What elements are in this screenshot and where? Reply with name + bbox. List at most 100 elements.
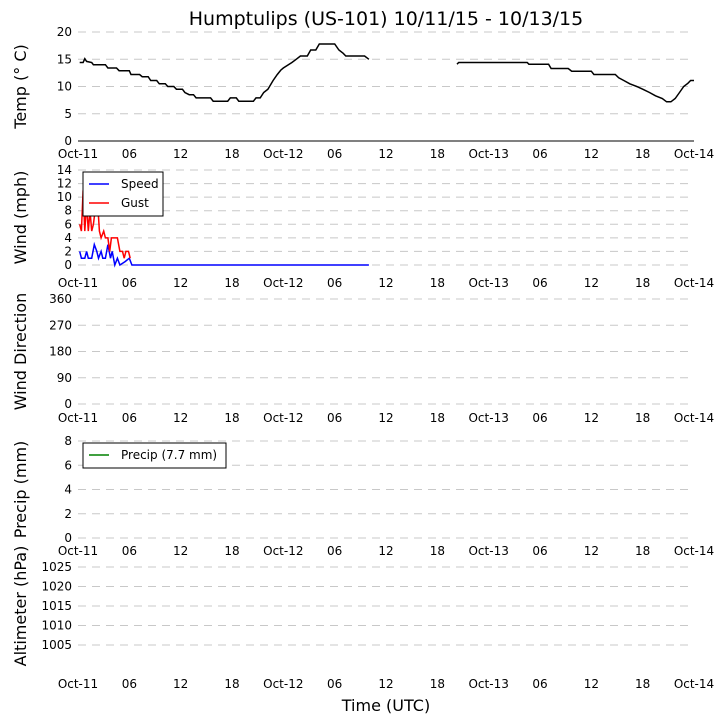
y-tick-label: 360 [49,292,72,306]
x-tick-label: 18 [635,677,650,691]
x-tick-label: 18 [430,147,445,161]
x-tick-label: 06 [122,276,137,290]
x-tick-label: 06 [122,677,137,691]
legend-box [82,171,164,217]
x-tick-label: 18 [635,411,650,425]
x-tick-label: Oct-11 [58,544,98,558]
x-tick-label: Oct-13 [468,544,508,558]
x-tick-label: 12 [173,677,188,691]
y-tick-label: 10 [57,190,72,204]
x-tick-label: 18 [224,411,239,425]
legend-label: Gust [121,196,149,210]
y-tick-label: 180 [49,345,72,359]
x-tick-label: 18 [224,147,239,161]
x-tick-label: 12 [173,147,188,161]
x-tick-label: 12 [584,276,599,290]
y-tick-label: 6 [64,217,72,231]
x-tick-label: 18 [224,544,239,558]
y-tick-label: 10 [57,80,72,94]
x-tick-label: 12 [378,276,393,290]
x-tick-label: 12 [378,544,393,558]
x-tick-label: Oct-14 [674,276,714,290]
x-tick-label: Oct-13 [468,276,508,290]
y-tick-label: 0 [64,134,72,148]
y-tick-label: 2 [64,507,72,521]
x-tick-label: 12 [584,677,599,691]
x-tick-label: 06 [327,276,342,290]
x-tick-label: 12 [173,411,188,425]
series-line-temp [456,61,694,103]
series-line-speed [78,241,369,268]
y-tick-label: 1005 [41,638,72,652]
x-tick-label: 06 [122,147,137,161]
x-tick-label: Oct-14 [674,677,714,691]
x-tick-label: 12 [584,544,599,558]
legend-label: Precip (7.7 mm) [121,448,217,462]
x-tick-label: 06 [532,276,547,290]
y-tick-label: 14 [57,163,72,177]
y-axis-label-precip: Precip (mm) [11,441,30,539]
panel-wind_dir: 0 90 180 270 360 Oct-11 06 12 18 Oct-12 06 12 18 Oct-… [11,292,714,425]
x-tick-label: 12 [584,147,599,161]
x-tick-label: Oct-11 [58,276,98,290]
x-tick-label: Oct-11 [58,411,98,425]
x-tick-label: 18 [430,411,445,425]
y-axis-label-temp: Temp (° C) [11,44,30,129]
y-tick-label: 0 [64,531,72,545]
y-tick-label: 0 [64,258,72,272]
y-tick-label: 8 [64,204,72,218]
x-tick-label: 18 [224,276,239,290]
x-tick-label: 06 [532,677,547,691]
x-tick-label: 12 [378,677,393,691]
x-tick-label: 18 [430,544,445,558]
y-tick-label: 20 [57,25,72,39]
x-tick-label: 06 [122,411,137,425]
x-tick-label: 12 [378,147,393,161]
y-tick-label: 4 [64,231,72,245]
x-tick-label: Oct-12 [263,411,303,425]
x-tick-label: 18 [430,276,445,290]
panel-altimeter: 1005 1010 1015 1020 1025 Oct-11 06 12 18 Oct-12 06… [11,546,714,691]
x-tick-label: Oct-12 [263,276,303,290]
y-tick-label: 2 [64,244,72,258]
x-tick-label: 06 [327,544,342,558]
x-tick-label: 12 [173,276,188,290]
series-line-temp [79,43,370,102]
legend-label: Speed [121,177,159,191]
x-tick-label: Oct-14 [674,544,714,558]
x-tick-label: Oct-13 [468,677,508,691]
x-tick-label: 18 [635,147,650,161]
y-tick-label: 8 [64,434,72,448]
x-tick-label: Oct-12 [263,147,303,161]
y-tick-label: 270 [49,318,72,332]
y-axis-label-altimeter: Altimeter (hPa) [11,546,30,667]
y-tick-label: 1015 [41,599,72,613]
y-tick-label: 0 [64,397,72,411]
x-tick-label: Oct-11 [58,147,98,161]
x-tick-label: 06 [532,147,547,161]
x-tick-label: Oct-13 [468,411,508,425]
x-tick-label: 18 [430,677,445,691]
x-tick-label: 06 [327,411,342,425]
y-tick-label: 15 [57,52,72,66]
panel-precip: 0 2 4 6 8 Oct-11 06 12 18 Oct-12 06 12 18 Oct-13 06 12 1… [11,434,714,558]
x-tick-label: 12 [173,544,188,558]
y-tick-label: 90 [57,371,72,385]
x-tick-label: 06 [532,411,547,425]
y-tick-label: 1020 [41,580,72,594]
chart-title: Humptulips (US-101) 10/11/15 - 10/13/15 [189,8,584,30]
x-tick-label: 12 [378,411,393,425]
y-tick-label: 1010 [41,619,72,633]
x-tick-label: Oct-11 [58,677,98,691]
x-axis-label: Time (UTC) [341,696,430,715]
y-tick-label: 12 [57,177,72,191]
x-tick-label: 06 [532,544,547,558]
y-tick-label: 5 [64,107,72,121]
y-tick-label: 6 [64,458,72,472]
x-tick-label: 12 [584,411,599,425]
x-tick-label: Oct-12 [263,544,303,558]
panel-temp: 0 5 10 15 20 Oct-11 06 12 18 Oct-12 06 12 18 Oct-13 06… [11,25,714,161]
x-tick-label: 06 [122,544,137,558]
